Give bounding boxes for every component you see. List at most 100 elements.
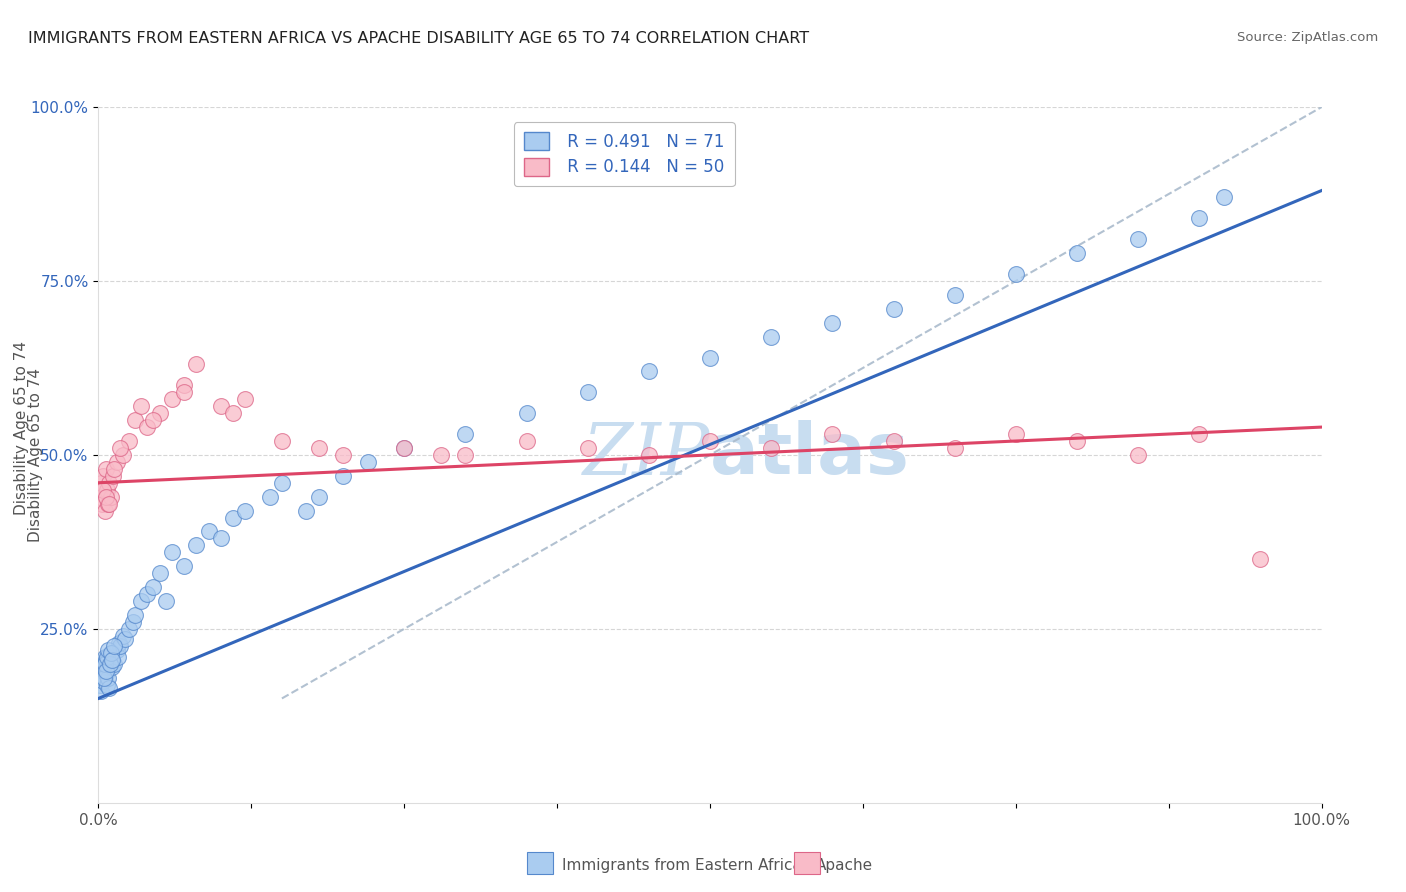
Point — [107, 649, 129, 664]
Point — [111, 629, 134, 643]
Point — [105, 642, 128, 657]
Point — [118, 434, 141, 448]
Point — [96, 483, 118, 497]
Point — [100, 646, 122, 660]
Point — [638, 448, 661, 462]
Point — [93, 671, 115, 685]
Point — [93, 503, 115, 517]
Point — [197, 524, 219, 539]
Point — [89, 677, 111, 691]
Point — [91, 671, 114, 685]
Point — [1188, 427, 1211, 442]
Point — [96, 677, 118, 691]
Text: IMMIGRANTS FROM EASTERN AFRICA VS APACHE DISABILITY AGE 65 TO 74 CORRELATION CHA: IMMIGRANTS FROM EASTERN AFRICA VS APACHE… — [28, 31, 810, 46]
Point — [91, 497, 114, 511]
Point — [454, 427, 477, 442]
Point — [270, 434, 294, 448]
Point — [1128, 448, 1150, 462]
Point — [97, 642, 120, 657]
Point — [110, 639, 132, 653]
Point — [96, 664, 118, 678]
Point — [173, 385, 195, 400]
Point — [308, 441, 330, 455]
Point — [142, 580, 165, 594]
Point — [699, 351, 721, 365]
Point — [308, 490, 330, 504]
Point — [98, 657, 121, 671]
Text: Immigrants from Eastern Africa: Immigrants from Eastern Africa — [562, 858, 803, 872]
Point — [121, 615, 143, 629]
Point — [90, 660, 112, 674]
Point — [295, 503, 318, 517]
Point — [222, 406, 245, 420]
Point — [101, 653, 124, 667]
Point — [97, 660, 120, 674]
Point — [761, 441, 783, 455]
Point — [943, 441, 966, 455]
Point — [136, 420, 159, 434]
Point — [1066, 434, 1088, 448]
Text: atlas: atlas — [710, 420, 910, 490]
Point — [129, 594, 152, 608]
Point — [576, 441, 599, 455]
Point — [233, 503, 256, 517]
Point — [883, 301, 905, 316]
Point — [186, 358, 208, 372]
Point — [93, 664, 115, 678]
Text: Source: ZipAtlas.com: Source: ZipAtlas.com — [1237, 31, 1378, 45]
Point — [90, 475, 112, 490]
Point — [638, 364, 661, 378]
Point — [96, 653, 118, 667]
Point — [91, 674, 114, 689]
Point — [129, 399, 152, 413]
Text: Apache: Apache — [815, 858, 873, 872]
Point — [1250, 552, 1272, 566]
Point — [136, 587, 159, 601]
Y-axis label: Disability Age 65 to 74: Disability Age 65 to 74 — [28, 368, 44, 542]
Point — [91, 468, 114, 483]
Point — [1212, 190, 1234, 204]
Point — [100, 490, 122, 504]
Point — [90, 684, 112, 698]
Point — [699, 434, 721, 448]
Point — [124, 607, 146, 622]
Point — [1066, 246, 1088, 260]
Point — [454, 448, 477, 462]
Point — [392, 441, 416, 455]
Point — [149, 406, 172, 420]
Point — [96, 490, 118, 504]
Point — [94, 657, 117, 671]
Point — [392, 441, 416, 455]
Point — [160, 392, 183, 407]
Point — [173, 559, 195, 574]
Point — [516, 434, 538, 448]
Text: ZIP: ZIP — [582, 419, 710, 491]
Point — [332, 468, 354, 483]
Point — [97, 671, 120, 685]
Point — [89, 490, 111, 504]
Point — [98, 649, 121, 664]
Point — [105, 455, 128, 469]
Point — [209, 532, 232, 546]
Point — [91, 483, 114, 497]
Point — [356, 455, 378, 469]
Point — [155, 594, 177, 608]
Point — [821, 316, 844, 330]
Point — [1004, 267, 1026, 281]
Point — [91, 657, 114, 671]
Point — [100, 657, 122, 671]
Point — [259, 490, 281, 504]
Point — [101, 660, 124, 674]
Point — [114, 632, 136, 647]
Point — [233, 392, 256, 407]
Point — [101, 646, 124, 660]
Point — [108, 636, 131, 650]
Point — [761, 329, 783, 343]
Point — [1004, 427, 1026, 442]
Legend:  R = 0.491   N = 71,  R = 0.144   N = 50: R = 0.491 N = 71, R = 0.144 N = 50 — [515, 122, 735, 186]
Point — [124, 413, 146, 427]
Point — [516, 406, 538, 420]
Point — [149, 566, 172, 581]
Point — [1188, 211, 1211, 226]
Point — [173, 378, 195, 392]
